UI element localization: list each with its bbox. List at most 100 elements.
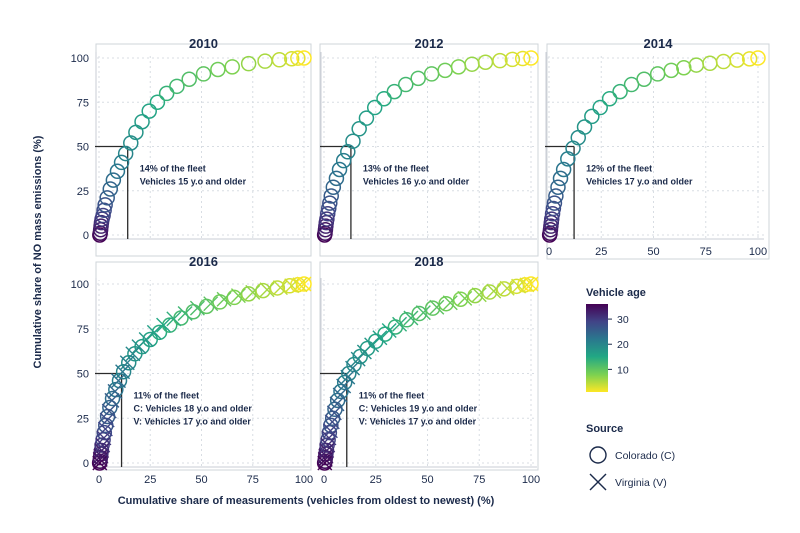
data-point-circle: [424, 300, 441, 316]
y-tick-label: 100: [71, 279, 89, 291]
x-tick-label: 25: [370, 474, 382, 486]
annotation-line: Vehicles 15 y.o and older: [140, 177, 247, 187]
data-point-cross: [97, 421, 113, 437]
data-point-cross: [292, 277, 308, 293]
data-point-cross: [107, 383, 123, 399]
colorbar-title: Vehicle age: [586, 287, 646, 299]
data-point-cross: [296, 276, 312, 292]
data-point-circle: [636, 71, 652, 87]
y-tick-label: 0: [83, 458, 89, 470]
data-point-cross: [332, 387, 348, 403]
data-point-circle: [601, 90, 618, 107]
data-point-cross: [471, 287, 487, 303]
data-point-cross: [156, 317, 172, 333]
data-point-circle: [104, 390, 121, 407]
data-point-circle: [296, 276, 312, 292]
colorbar-ticks: 30 20 10: [608, 314, 629, 376]
data-point-circle: [663, 62, 680, 79]
panel-2012: 2012 13% of the fleet Vehicles 16 y.o and …: [316, 36, 539, 257]
data-point-cross: [104, 392, 120, 408]
data-point-circle: [102, 181, 119, 197]
data-point-circle: [612, 83, 628, 100]
data-point-circle: [94, 437, 110, 453]
data-point-circle: [105, 172, 122, 188]
x-tick-label: 50: [421, 474, 433, 486]
data-point-circle: [198, 298, 215, 315]
data-point-circle: [437, 62, 453, 79]
data-point-cross: [203, 296, 219, 312]
data-point-circle: [210, 61, 226, 78]
data-point-cross: [403, 310, 419, 326]
x-tick-label: 100: [522, 474, 540, 486]
x-tick-label: 0: [96, 474, 102, 486]
panel-title: 2016: [189, 254, 218, 269]
data-point-circle: [543, 211, 560, 227]
data-point-circle: [496, 281, 512, 297]
series-colorado: [541, 50, 766, 243]
data-point-cross: [94, 442, 110, 458]
data-point-circle: [257, 53, 273, 69]
y-tick-label: 100: [71, 53, 89, 65]
y-axis-label: Cumulative share of NO mass emissions (%…: [32, 135, 44, 368]
panel-2010: 2010 0 25 50 75 100 14% of the fleet Vehicles 1…: [71, 36, 312, 257]
x-tick-label: 100: [295, 474, 313, 486]
data-point-circle: [450, 59, 467, 75]
data-point-cross: [230, 288, 246, 304]
data-point-cross: [392, 316, 408, 332]
data-point-circle: [423, 66, 440, 82]
data-point-circle: [226, 289, 243, 306]
data-point-circle: [702, 55, 718, 72]
annotation-line: 12% of the fleet: [586, 164, 652, 174]
data-point-cross: [429, 299, 445, 315]
data-point-circle: [411, 305, 427, 322]
data-point-cross: [146, 324, 162, 340]
data-point-circle: [345, 133, 361, 149]
data-point-circle: [195, 66, 212, 82]
data-point-circle: [319, 206, 336, 222]
annotation-line: 14% of the fleet: [140, 164, 206, 174]
data-point-circle: [333, 383, 349, 400]
x-tick-label: 100: [749, 246, 767, 258]
y-tick-label: 75: [77, 97, 89, 109]
data-point-cross: [245, 284, 261, 300]
panel-title: 2014: [644, 36, 674, 51]
data-point-circle: [386, 83, 403, 100]
annotation-line: Vehicles 16 y.o and older: [363, 177, 470, 187]
data-point-circle: [95, 431, 111, 448]
annotation-line: 11% of the fleet: [134, 391, 200, 401]
source-title: Source: [586, 423, 623, 435]
data-point-circle: [321, 200, 337, 217]
data-point-circle: [212, 294, 228, 310]
panel-title: 2018: [415, 254, 444, 269]
data-point-cross: [101, 403, 117, 419]
data-point-cross: [372, 330, 388, 346]
data-point-circle: [271, 52, 288, 68]
legend-colorado-label: Colorado (C): [615, 450, 675, 462]
data-point-circle: [649, 66, 666, 82]
annotation-line: V: Vehicles 17 y.o and older: [359, 417, 477, 427]
data-point-cross: [326, 405, 342, 421]
data-point-circle: [741, 51, 758, 67]
data-point-cross: [125, 346, 141, 362]
legend: Vehicle age 30 20 10 Source Colorado (C) V…: [586, 287, 675, 491]
data-point-cross: [457, 290, 473, 306]
data-point-circle: [325, 179, 342, 195]
data-point-cross: [442, 295, 458, 311]
data-point-circle: [97, 197, 113, 213]
panel-frame: [319, 261, 539, 471]
data-point-circle: [550, 179, 566, 195]
data-point-circle: [477, 54, 494, 70]
annotation-line: Vehicles 17 y.o and older: [586, 177, 693, 187]
data-point-circle: [335, 152, 352, 169]
data-point-circle: [113, 154, 130, 171]
data-point-circle: [548, 188, 564, 204]
x-tick-label: 25: [595, 246, 607, 258]
data-point-circle: [269, 280, 286, 296]
data-point-cross: [317, 451, 333, 467]
data-point-cross: [110, 373, 126, 389]
data-point-circle: [523, 50, 539, 66]
data-point-cross: [317, 455, 333, 471]
panel-2018: 2018 0 25 50 75 100 11% of the fleet C: Vehicle…: [316, 254, 540, 486]
data-point-cross: [119, 355, 135, 371]
